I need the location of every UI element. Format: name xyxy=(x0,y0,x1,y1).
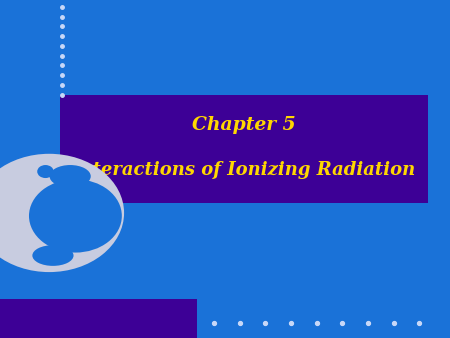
Ellipse shape xyxy=(37,165,54,178)
Text: Interactions of Ionizing Radiation: Interactions of Ionizing Radiation xyxy=(72,161,416,179)
Text: Chapter 5: Chapter 5 xyxy=(192,116,296,134)
Bar xyxy=(60,95,428,203)
Ellipse shape xyxy=(32,245,73,266)
Ellipse shape xyxy=(48,197,69,223)
Circle shape xyxy=(0,154,124,272)
Bar xyxy=(0,299,197,338)
Ellipse shape xyxy=(50,165,91,188)
Circle shape xyxy=(29,179,122,252)
